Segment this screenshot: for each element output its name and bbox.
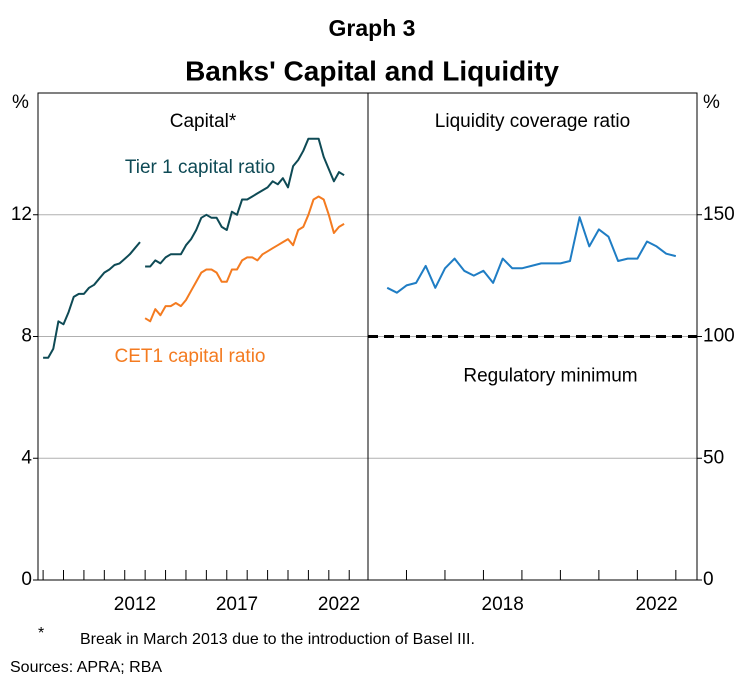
y-tick-label: 12 [11, 204, 32, 225]
series-label: CET1 capital ratio [114, 346, 265, 367]
y-unit: % [12, 92, 29, 113]
panel-title: Liquidity coverage ratio [435, 111, 630, 132]
figure-title: Graph 3 [329, 15, 416, 41]
figure-subtitle: Banks' Capital and Liquidity [185, 55, 559, 86]
sources: Sources: APRA; RBA [10, 659, 162, 676]
x-tick-label: 2018 [482, 594, 524, 615]
panel-title: Capital* [170, 111, 237, 132]
footnote-symbol: * [38, 625, 44, 642]
series-label: Tier 1 capital ratio [125, 157, 275, 178]
x-tick-label: 2012 [114, 594, 156, 615]
y-tick-label: 0 [21, 569, 32, 590]
y-tick-label: 4 [21, 447, 32, 468]
y-tick-label: 8 [21, 326, 32, 347]
y-tick-label: 50 [703, 447, 724, 468]
y-tick-label: 0 [703, 569, 714, 590]
y-unit: % [703, 92, 720, 113]
x-tick-label: 2017 [216, 594, 258, 615]
series-line [144, 195, 345, 323]
y-tick-label: 150 [703, 204, 735, 225]
series-line [43, 137, 345, 359]
y-tick-label: 100 [703, 326, 735, 347]
footnote-text: Break in March 2013 due to the introduct… [80, 631, 475, 648]
x-tick-label: 2022 [318, 594, 360, 615]
reference-label: Regulatory minimum [463, 366, 637, 387]
x-tick-label: 2022 [635, 594, 677, 615]
series-line [386, 216, 677, 294]
